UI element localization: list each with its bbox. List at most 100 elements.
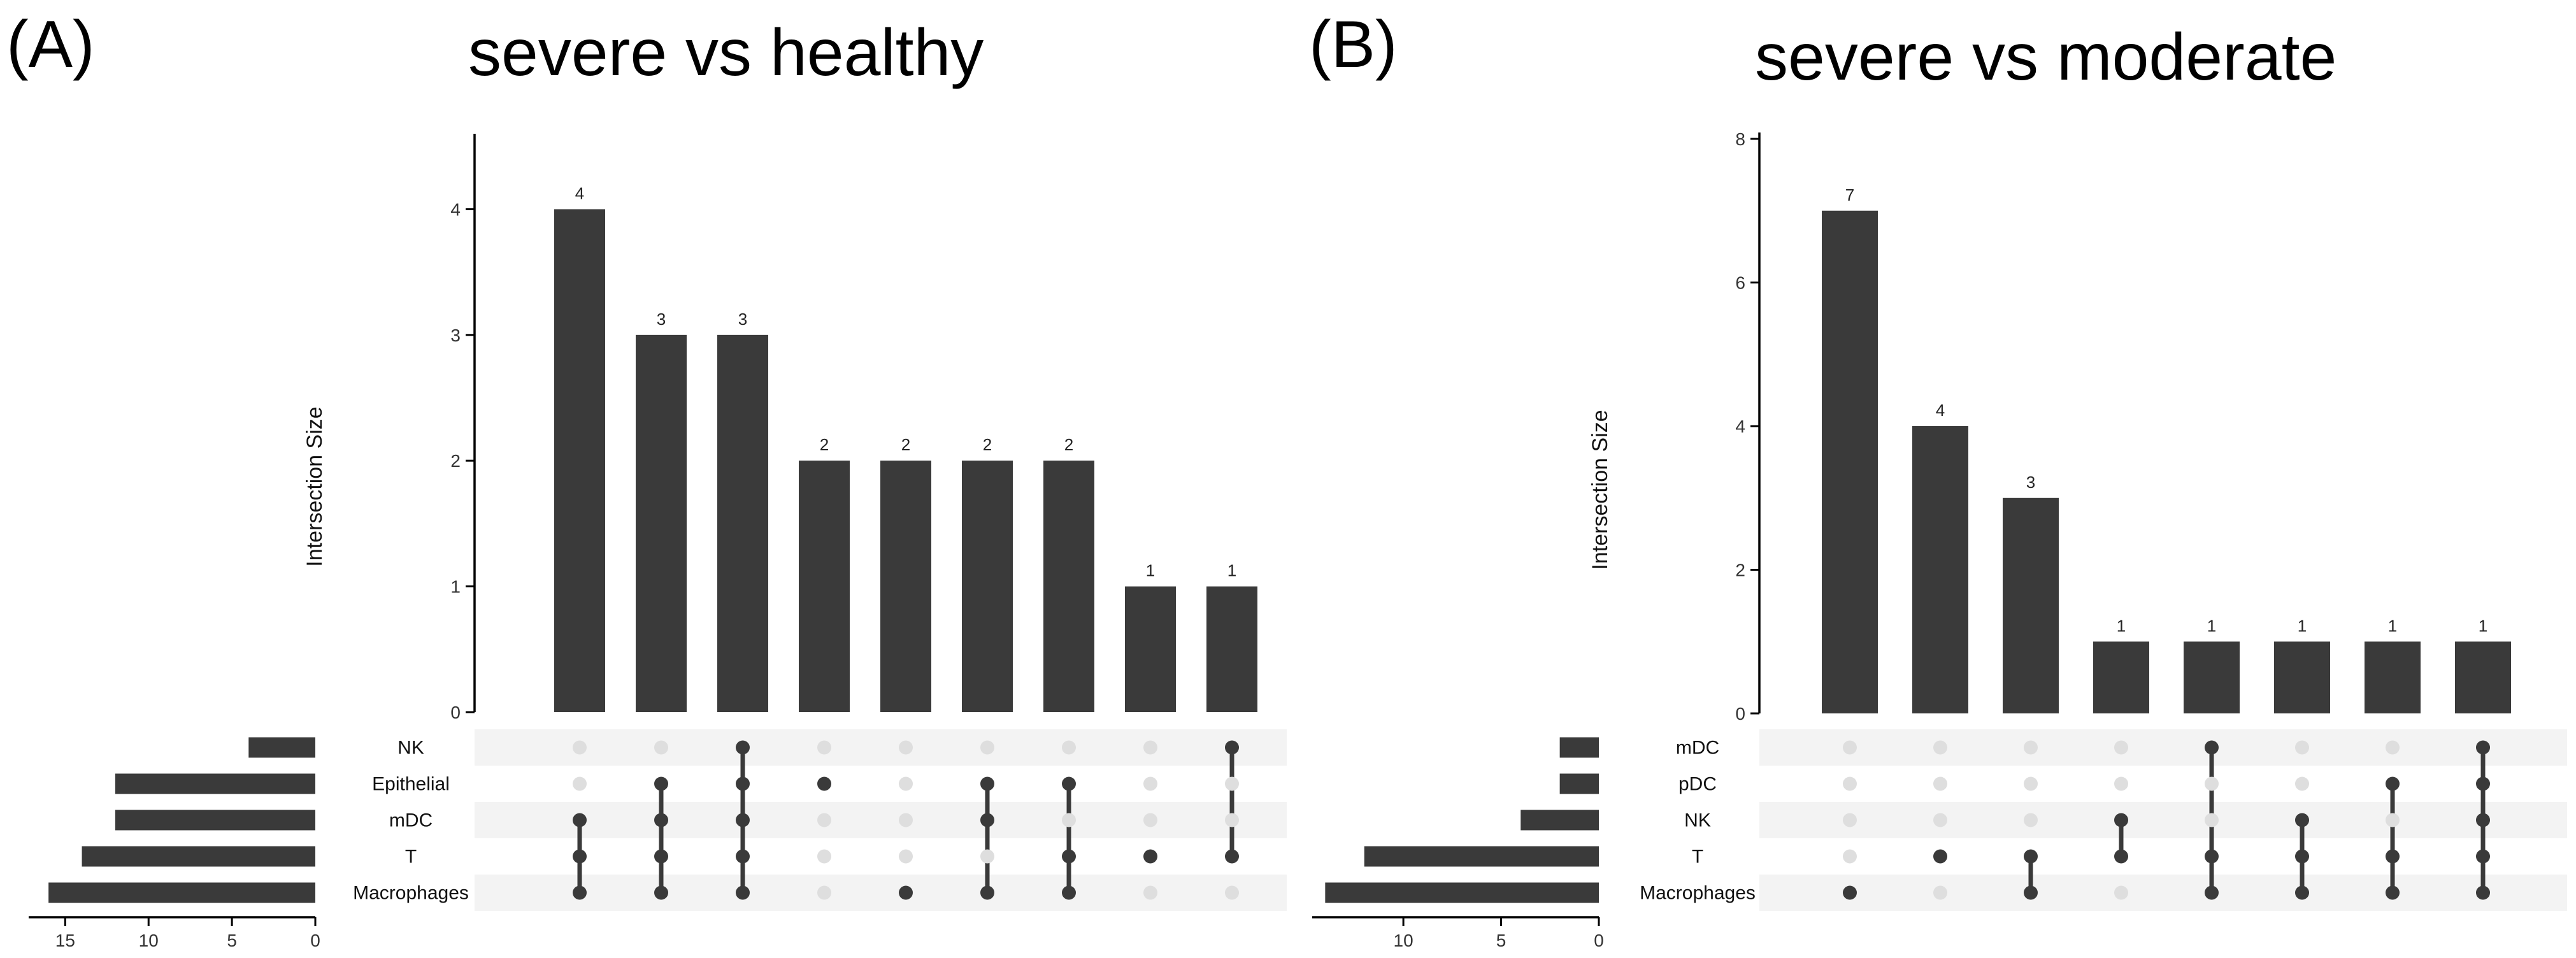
y-tick-label: 2	[450, 451, 461, 471]
matrix-dot-active	[980, 776, 994, 791]
y-tick-label: 3	[450, 325, 461, 345]
intersection-bar	[2003, 497, 2059, 713]
matrix-dot-active	[736, 885, 750, 900]
intersection-bar	[2455, 641, 2511, 713]
matrix-dot-inactive	[2295, 740, 2309, 755]
matrix-dot-active	[654, 776, 668, 791]
set-size-axis-title: Set Size	[1404, 955, 1485, 958]
y-tick-label: 6	[1735, 273, 1745, 293]
matrix-dot-active	[1225, 849, 1239, 864]
panel-a: (A) severe vs healthy 0 1 2 3 4 Intersection Si…	[6, 8, 1287, 958]
matrix-dot-inactive	[654, 740, 668, 755]
set-size-bar	[1559, 737, 1599, 758]
matrix-dot-inactive	[1143, 885, 1157, 900]
matrix-dot-active	[1225, 740, 1239, 755]
set-size-bar	[1325, 882, 1599, 903]
matrix-dot-inactive	[2024, 813, 2038, 827]
bar-value-label: 2	[901, 435, 910, 454]
matrix-dot-inactive	[817, 849, 831, 864]
matrix-dot-active	[736, 776, 750, 791]
intersection-bar	[636, 334, 687, 712]
intersection-bar	[554, 209, 605, 712]
matrix-dot-inactive	[2386, 740, 2400, 755]
bar-value-label: 1	[2388, 616, 2397, 635]
bar-value-label: 2	[983, 435, 992, 454]
matrix-row-band	[475, 875, 1287, 911]
matrix-dot-active	[1062, 885, 1076, 900]
set-size-tick-label: 10	[1394, 931, 1413, 950]
intersection-bar	[2184, 641, 2240, 713]
matrix-dot-inactive	[2205, 813, 2219, 827]
matrix-dot-inactive	[817, 813, 831, 827]
matrix-dot-active	[1933, 849, 1947, 864]
intersection-bar	[962, 461, 1013, 712]
matrix-dot-inactive	[899, 740, 913, 755]
bar-value-label: 3	[657, 310, 666, 329]
y-tick-label: 0	[450, 703, 461, 722]
bar-value-label: 3	[2026, 473, 2035, 492]
intersection-bar	[2274, 641, 2330, 713]
matrix-dot-active	[2476, 849, 2490, 864]
matrix-dot-inactive	[1843, 776, 1857, 791]
bar-value-label: 1	[1146, 561, 1155, 580]
set-label: Macrophages	[353, 883, 469, 904]
matrix-dot-active	[980, 813, 994, 827]
matrix-dot-active	[2114, 813, 2128, 827]
set-size-tick-label: 5	[1496, 931, 1506, 950]
matrix-dot-inactive	[899, 776, 913, 791]
matrix-row-band	[475, 729, 1287, 766]
matrix-dot-active	[1843, 885, 1857, 900]
y-tick-label: 0	[1735, 704, 1745, 724]
matrix-dot-inactive	[980, 849, 994, 864]
matrix-dot-inactive	[1933, 813, 1947, 827]
set-label: Macrophages	[1640, 883, 1756, 904]
matrix-dot-inactive	[1062, 813, 1076, 827]
matrix-dot-active	[1062, 776, 1076, 791]
set-label: T	[1692, 847, 1703, 868]
matrix-dot-inactive	[1933, 776, 1947, 791]
matrix-row-band	[1759, 875, 2567, 911]
bar-value-label: 1	[2298, 616, 2307, 635]
matrix-dot-active	[736, 740, 750, 755]
matrix-dot-inactive	[573, 776, 587, 791]
matrix-dot-active	[654, 849, 668, 864]
set-label: T	[405, 847, 417, 868]
y-axis-title: Intersection Size	[1588, 410, 1612, 569]
matrix-dot-inactive	[2386, 813, 2400, 827]
matrix-dot-inactive	[817, 885, 831, 900]
matrix-dot-inactive	[1843, 849, 1857, 864]
matrix-dot-inactive	[1225, 813, 1239, 827]
matrix-dot-active	[2024, 885, 2038, 900]
matrix-dot-inactive	[2024, 740, 2038, 755]
matrix-dot-inactive	[573, 740, 587, 755]
intersection-bar	[799, 461, 850, 712]
matrix-dot-active	[980, 885, 994, 900]
intersection-bar	[1043, 461, 1094, 712]
bar-value-label: 1	[2207, 616, 2216, 635]
matrix-dot-active	[2295, 849, 2309, 864]
bar-value-label: 7	[1845, 185, 1854, 204]
set-label: mDC	[1676, 738, 1719, 759]
matrix-dot-active	[2476, 740, 2490, 755]
intersection-bar	[2093, 641, 2149, 713]
set-size-bar	[82, 846, 315, 867]
set-size-tick-label: 0	[1594, 931, 1604, 950]
set-size-bar	[115, 810, 315, 831]
matrix-dot-inactive	[1143, 776, 1157, 791]
matrix-dot-inactive	[817, 740, 831, 755]
y-tick-label: 2	[1735, 561, 1745, 580]
y-tick-label: 1	[450, 577, 461, 597]
matrix-dot-active	[2476, 885, 2490, 900]
bar-value-label: 2	[1064, 435, 1073, 454]
matrix-dot-active	[2295, 813, 2309, 827]
matrix-dot-active	[2386, 885, 2400, 900]
chart-title: severe vs moderate	[1755, 20, 2336, 94]
matrix-dot-inactive	[2114, 885, 2128, 900]
bar-value-label: 1	[2479, 616, 2487, 635]
matrix-dot-active	[817, 776, 831, 791]
set-size-tick-label: 5	[227, 931, 237, 950]
matrix-dot-inactive	[1062, 740, 1076, 755]
set-size-bar	[248, 737, 315, 758]
matrix-dot-active	[1143, 849, 1157, 864]
